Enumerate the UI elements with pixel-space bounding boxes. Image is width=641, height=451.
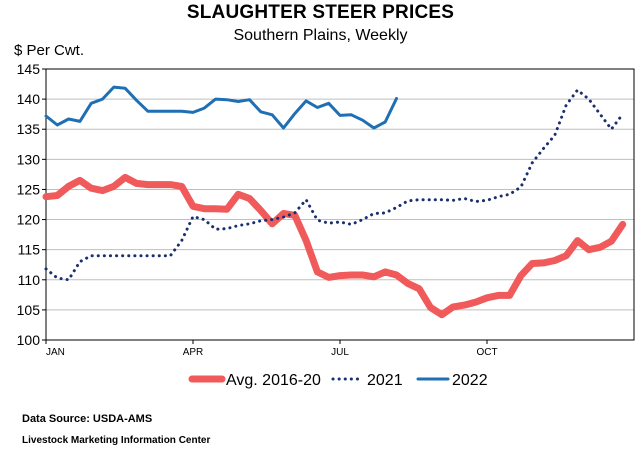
series-line-2021 bbox=[44, 88, 625, 282]
legend-label: 2021 bbox=[367, 372, 403, 389]
x-tick-label: JAN bbox=[46, 347, 65, 358]
x-tick-label: JUL bbox=[331, 347, 349, 358]
series-line-avg-2016-20 bbox=[42, 173, 627, 319]
data-source-note: Data Source: USDA-AMS bbox=[22, 413, 153, 425]
y-tick-label: 130 bbox=[17, 151, 41, 167]
credit-note: Livestock Marketing Information Center bbox=[22, 435, 211, 446]
y-tick-label: 125 bbox=[17, 181, 41, 197]
y-tick-label: 105 bbox=[17, 302, 41, 318]
x-tick-label: APR bbox=[183, 347, 204, 358]
chart-title: SLAUGHTER STEER PRICES bbox=[186, 2, 455, 23]
plot-frame bbox=[45, 68, 635, 341]
grid-lines bbox=[46, 68, 634, 341]
y-tick-label: 135 bbox=[17, 121, 41, 137]
legend-label: Avg. 2016-20 bbox=[226, 372, 321, 389]
x-axis-ticks: JAN APR JUL OCT bbox=[45, 340, 498, 358]
legend: Avg. 2016-20 2021 2022 bbox=[188, 372, 488, 389]
y-tick-label: 100 bbox=[17, 332, 41, 348]
y-tick-label: 110 bbox=[18, 272, 41, 288]
y-tick-label: 115 bbox=[18, 242, 41, 258]
y-tick-label: 120 bbox=[17, 212, 41, 228]
y-tick-label: 140 bbox=[17, 91, 41, 107]
series-lines bbox=[42, 85, 627, 319]
series-line-2022 bbox=[44, 85, 398, 130]
legend-label: 2022 bbox=[452, 372, 488, 389]
y-axis-label: $ Per Cwt. bbox=[14, 42, 84, 59]
y-tick-label: 145 bbox=[17, 61, 41, 77]
chart-subtitle: Southern Plains, Weekly bbox=[233, 27, 408, 44]
y-axis-ticks: 100 105 110 115 120 125 130 135 140 145 bbox=[17, 61, 46, 348]
x-tick-label: OCT bbox=[476, 347, 497, 358]
